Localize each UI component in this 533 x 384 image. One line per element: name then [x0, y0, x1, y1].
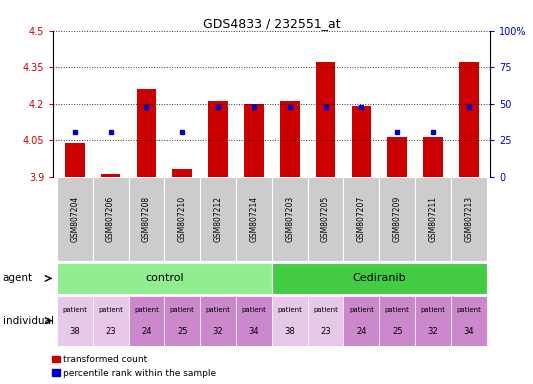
Text: GSM807211: GSM807211 [429, 196, 438, 242]
Text: GSM807210: GSM807210 [178, 196, 187, 242]
Bar [128, 296, 164, 346]
Bar [136, 89, 156, 177]
Bar [101, 174, 120, 177]
Bar [459, 62, 479, 177]
Text: 38: 38 [285, 327, 295, 336]
Text: patient: patient [170, 307, 195, 313]
Bar [451, 177, 487, 261]
Text: patient: patient [62, 307, 87, 313]
Text: 24: 24 [356, 327, 367, 336]
Bar [272, 263, 487, 294]
Text: patient: patient [134, 307, 159, 313]
Text: GSM807205: GSM807205 [321, 196, 330, 242]
Bar [128, 177, 164, 261]
Bar [57, 263, 272, 294]
Text: control: control [145, 273, 184, 283]
Bar [244, 104, 264, 177]
Text: GSM807213: GSM807213 [464, 196, 473, 242]
Text: patient: patient [241, 307, 266, 313]
Text: 34: 34 [248, 327, 259, 336]
Text: patient: patient [206, 307, 231, 313]
Legend: transformed count, percentile rank within the sample: transformed count, percentile rank withi… [52, 355, 216, 377]
Text: agent: agent [3, 273, 33, 283]
Text: patient: patient [313, 307, 338, 313]
Bar [93, 177, 128, 261]
Text: patient: patient [349, 307, 374, 313]
Text: patient: patient [456, 307, 481, 313]
Text: patient: patient [98, 307, 123, 313]
Bar [236, 296, 272, 346]
Bar [451, 296, 487, 346]
Bar [308, 296, 343, 346]
Text: GSM807208: GSM807208 [142, 196, 151, 242]
Bar [343, 296, 379, 346]
Text: Cediranib: Cediranib [352, 273, 406, 283]
Text: GSM807204: GSM807204 [70, 196, 79, 242]
Bar [352, 106, 372, 177]
Text: GSM807203: GSM807203 [285, 196, 294, 242]
Text: GSM807212: GSM807212 [214, 196, 223, 242]
Bar [57, 296, 93, 346]
Bar [200, 296, 236, 346]
Bar [379, 296, 415, 346]
Text: 38: 38 [69, 327, 80, 336]
Bar [93, 296, 128, 346]
Text: 32: 32 [213, 327, 223, 336]
Text: GSM807207: GSM807207 [357, 196, 366, 242]
Bar [343, 177, 379, 261]
Bar [308, 177, 343, 261]
Text: 23: 23 [106, 327, 116, 336]
Bar [65, 142, 85, 177]
Bar [272, 177, 308, 261]
Text: 25: 25 [177, 327, 188, 336]
Bar [200, 177, 236, 261]
Bar [280, 101, 300, 177]
Bar [272, 296, 308, 346]
Bar [387, 136, 407, 177]
Text: individual: individual [3, 316, 54, 326]
Text: patient: patient [421, 307, 446, 313]
Bar [423, 136, 443, 177]
Bar [172, 169, 192, 177]
Text: 23: 23 [320, 327, 331, 336]
Text: 25: 25 [392, 327, 402, 336]
Bar [164, 177, 200, 261]
Text: GSM807209: GSM807209 [393, 196, 402, 242]
Text: 24: 24 [141, 327, 152, 336]
Bar [415, 296, 451, 346]
Bar [57, 177, 93, 261]
Text: patient: patient [385, 307, 410, 313]
Bar [236, 177, 272, 261]
Text: 32: 32 [427, 327, 438, 336]
Text: GSM807214: GSM807214 [249, 196, 259, 242]
Bar [316, 62, 335, 177]
Bar [208, 101, 228, 177]
Text: GSM807206: GSM807206 [106, 196, 115, 242]
Bar [164, 296, 200, 346]
Bar [379, 177, 415, 261]
Text: patient: patient [277, 307, 302, 313]
Title: GDS4833 / 232551_at: GDS4833 / 232551_at [203, 17, 341, 30]
Text: 34: 34 [464, 327, 474, 336]
Bar [415, 177, 451, 261]
